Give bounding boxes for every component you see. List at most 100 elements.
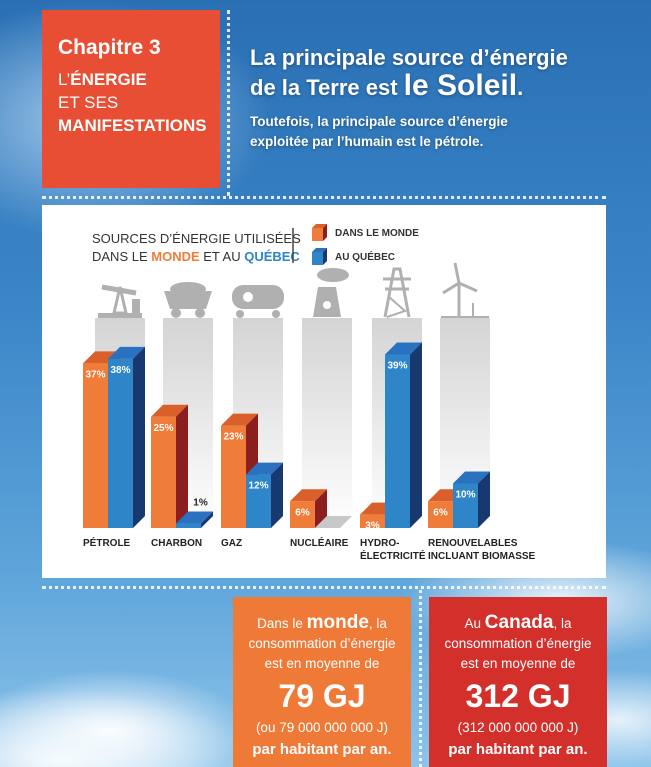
power-pylon-icon: [383, 267, 411, 318]
part: [132, 299, 140, 313]
oil-pump-icon: [98, 284, 142, 318]
category-label: INCLUANT BIOMASSE: [428, 551, 536, 562]
bar-top: [246, 462, 283, 475]
part: [272, 310, 280, 318]
data-label: 6%: [433, 507, 448, 518]
bar-side: [133, 346, 145, 528]
part: [386, 296, 407, 318]
category-label: RENOUVELABLES: [428, 538, 518, 549]
bar-front: [83, 363, 108, 528]
bar-top: [108, 346, 145, 359]
bar-front: [176, 523, 201, 528]
wind-turbine-icon: [441, 262, 489, 318]
legend-swatch-side: [323, 248, 327, 265]
category-label: GAZ: [221, 538, 242, 549]
part: [317, 268, 349, 282]
energy-joules: (ou 79 000 000 000 J): [255, 720, 389, 735]
bar-chart: SOURCES D’ÉNERGIE UTILISÉES DANS LE MOND…: [83, 224, 536, 562]
headline-line1: La principale source d’énergie: [250, 45, 568, 70]
bar-front: [428, 501, 453, 528]
part: [101, 284, 137, 296]
bar-side: [315, 489, 327, 528]
divider: [227, 10, 230, 196]
part: [171, 308, 181, 318]
bar-top: [176, 511, 213, 524]
part: [98, 313, 142, 318]
headline: La principale source d’énergie de la Ter…: [250, 44, 568, 152]
data-label: 39%: [387, 360, 407, 371]
bar-side: [478, 471, 490, 528]
bar-top: [453, 471, 490, 484]
bar-front: [246, 474, 271, 528]
box-text: consommation d’énergie: [444, 636, 592, 651]
gas-tanker-icon: [232, 285, 284, 318]
chart-title-line1: SOURCES D’ÉNERGIE UTILISÉES: [92, 231, 301, 246]
box-text: , la: [553, 616, 572, 631]
data-label: 23%: [223, 432, 243, 443]
bar-front: [290, 501, 315, 528]
bar-side: [271, 462, 283, 528]
bar-side: [201, 511, 213, 528]
legend-swatch-top: [312, 224, 327, 228]
headline-period: .: [517, 75, 524, 100]
part: [243, 292, 253, 302]
bar-front: [108, 358, 133, 528]
box-emphasis: Canada: [484, 612, 554, 633]
box-text: est en moyenne de: [264, 656, 380, 671]
bar-side: [176, 404, 188, 528]
category-label: CHARBON: [151, 538, 202, 549]
part: [442, 262, 461, 295]
bar-top: [385, 342, 422, 355]
part: [112, 286, 128, 315]
data-label: 25%: [153, 423, 173, 434]
bar: 10%: [453, 471, 490, 528]
bar: 12%: [246, 462, 283, 528]
legend-swatch: [312, 228, 323, 241]
canada-consumption-box: Au Canada, la consommation d’énergie est…: [429, 597, 607, 767]
box-text: est en moyenne de: [460, 656, 576, 671]
data-label: 6%: [295, 507, 310, 518]
bar-top: [151, 404, 188, 417]
bar: 38%: [108, 346, 145, 528]
bar-front: [221, 425, 246, 528]
chart-title-line2: DANS LE MONDE ET AU QUÉBEC: [92, 249, 300, 264]
coal-cart-icon: [164, 282, 212, 318]
data-label: 10%: [455, 490, 475, 501]
chapter-line2: ET SES: [58, 93, 119, 112]
chapter-word: ÉNERGIE: [70, 70, 147, 89]
part: [195, 308, 205, 318]
energy-value: 312 GJ: [465, 678, 571, 714]
chapter-box: Chapitre 3 L’ÉNERGIE ET SES MANIFESTATIO…: [42, 10, 220, 188]
energy-value: 79 GJ: [278, 678, 366, 714]
subheadline-line2: exploitée par l’humain est le pétrole.: [250, 134, 484, 149]
subheadline-line1: Toutefois, la principale source d’énergi…: [250, 114, 508, 129]
category-label: PÉTROLE: [83, 536, 131, 549]
legend-label: AU QUÉBEC: [335, 250, 395, 263]
data-label: 1%: [193, 498, 208, 509]
part: [164, 291, 212, 309]
part: [458, 281, 478, 293]
bar: 6%: [290, 489, 327, 528]
divider: [42, 586, 606, 589]
legend-swatch: [312, 252, 323, 265]
part: [236, 310, 244, 318]
bar: 1%: [176, 498, 213, 528]
part: [383, 267, 411, 318]
box-text: , la: [368, 616, 387, 631]
box-text: par habitant par an.: [448, 741, 588, 758]
data-label: 37%: [85, 369, 105, 380]
bar-top: [290, 489, 327, 502]
chapter-line3: MANIFESTATIONS: [58, 116, 207, 135]
divider: [419, 590, 422, 767]
category-label: NUCLÉAIRE: [290, 536, 349, 549]
world-consumption-box: Dans le monde, la consommation d’énergie…: [233, 597, 411, 767]
legend-label: DANS LE MONDE: [335, 228, 419, 239]
box-text: Dans le: [257, 616, 307, 631]
box-text: Au: [464, 616, 485, 631]
bar-front: [453, 483, 478, 528]
box-text: par habitant par an.: [252, 741, 392, 758]
energy-joules: (312 000 000 000 J): [457, 720, 579, 735]
legend-swatch-side: [323, 224, 327, 241]
box-text: consommation d’énergie: [248, 636, 396, 651]
part: [323, 301, 331, 309]
